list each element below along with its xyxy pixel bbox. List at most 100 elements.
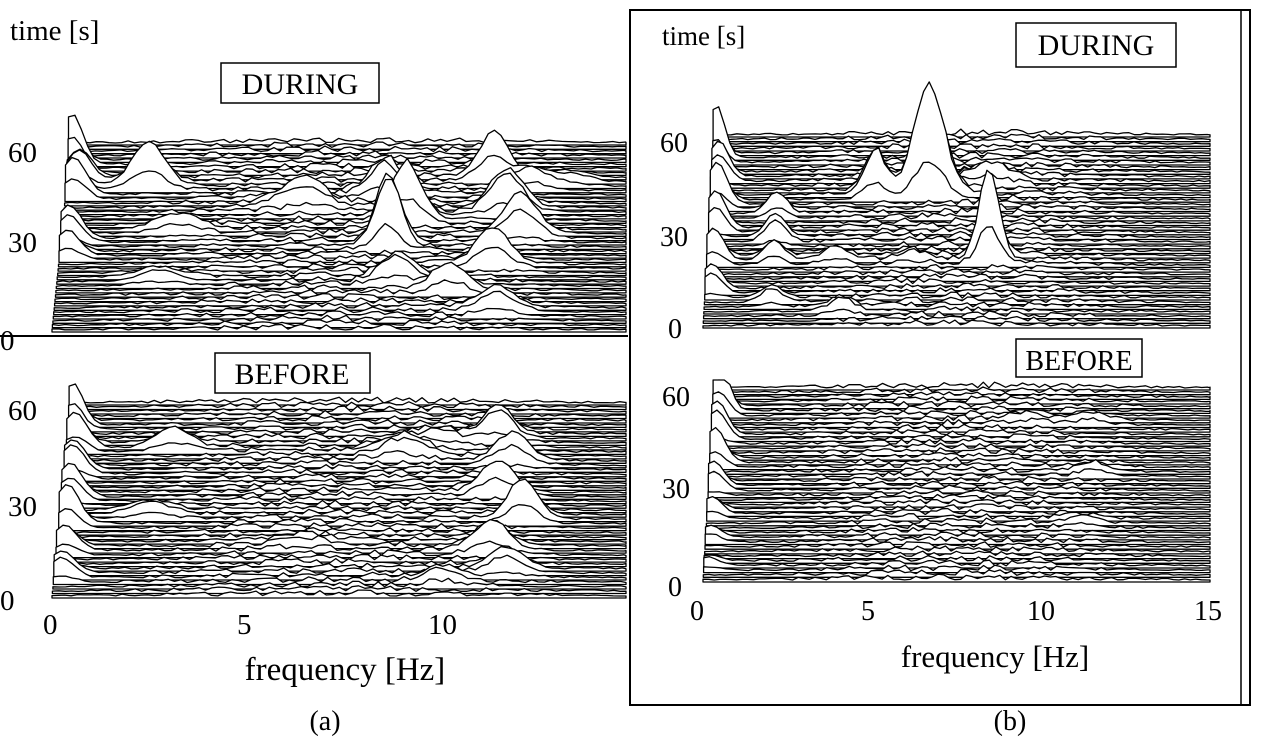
spectrum-trace <box>703 554 1211 564</box>
chart-b-during-ytick-0: 0 <box>668 314 682 345</box>
spectrum-trace <box>712 143 1211 152</box>
spectrum-trace <box>704 533 1211 546</box>
spectrum-trace <box>702 568 1211 578</box>
chart-a-before-ytick-30: 30 <box>8 491 37 523</box>
spectrum-trace <box>58 508 627 532</box>
spectrum-trace <box>60 204 627 242</box>
spectrum-trace <box>706 498 1211 508</box>
spectrum-trace <box>708 207 1211 227</box>
spectrum-trace <box>712 379 1211 415</box>
chart-b-xtick-10: 10 <box>1027 596 1055 627</box>
chart-a: time [s] DURING 60 30 0 BEFORE 60 30 0 0… <box>0 15 628 737</box>
spectrum-trace <box>63 172 627 216</box>
chart-b-during-label: DURING <box>1038 29 1155 62</box>
spectrum-trace <box>65 154 627 194</box>
spectrum-trace <box>710 436 1211 447</box>
spectrum-trace <box>706 495 1211 518</box>
chart-b-during-ytick-60: 60 <box>660 128 688 159</box>
spectrum-trace <box>709 191 1211 217</box>
chart-b-before-waterfall <box>702 379 1211 583</box>
spectrum-trace <box>70 401 627 411</box>
chart-b-during-label-box <box>1015 22 1177 68</box>
spectrum-trace <box>713 386 1211 396</box>
chart-a-during-ytick-60: 60 <box>8 137 37 169</box>
spectrum-trace <box>704 545 1211 555</box>
chart-a-before-ytick-60: 60 <box>8 395 37 427</box>
spectrum-trace <box>58 478 627 523</box>
spectrum-trace <box>704 274 1211 287</box>
spectrum-trace <box>705 521 1211 532</box>
chart-a-during-ytick-30: 30 <box>8 227 37 259</box>
chart-b-ylabel: time [s] <box>662 21 745 51</box>
spectrum-trace <box>709 436 1211 461</box>
spectrum-trace <box>711 417 1211 433</box>
chart-a-before-ytick-0: 0 <box>0 585 15 617</box>
spectrum-trace <box>56 250 627 281</box>
spectrum-trace <box>52 566 627 586</box>
chart-a-during-panel: DURING 60 30 0 <box>0 62 627 357</box>
chart-a-xtick-0: 0 <box>43 609 58 641</box>
spectrum-trace <box>62 172 627 220</box>
chart-b-xtick-15: 15 <box>1194 596 1222 627</box>
spectrum-trace <box>707 489 1211 499</box>
chart-b-xtick-0: 0 <box>690 596 704 627</box>
chart-b-before-ytick-60: 60 <box>662 382 690 413</box>
spectrum-trace <box>702 564 1211 574</box>
spectrum-trace <box>711 400 1211 438</box>
spectrum-trace <box>707 493 1211 504</box>
spectrum-trace <box>70 396 627 406</box>
spectrum-trace <box>68 401 627 424</box>
spectrum-trace <box>53 556 627 581</box>
spectrum-trace <box>706 496 1211 513</box>
chart-b-before-label-box <box>1015 338 1143 378</box>
spectrum-trace <box>55 540 627 559</box>
chart-b-before-label: BEFORE <box>1025 346 1132 377</box>
chart-a-before-label-box <box>214 352 371 394</box>
spectrum-trace <box>705 273 1211 283</box>
spectrum-trace <box>713 128 1211 138</box>
spectrum-trace <box>710 409 1211 443</box>
spectrum-trace <box>708 471 1211 485</box>
chart-a-during-waterfall <box>51 114 627 333</box>
spectrum-trace <box>703 550 1211 560</box>
chart-b-xtick-5: 5 <box>861 596 875 627</box>
chart-a-during-ytick-0: 0 <box>0 325 15 357</box>
spectrum-trace <box>68 383 627 429</box>
spectrum-trace <box>707 219 1211 245</box>
spectrum-trace <box>53 290 627 316</box>
spectrum-trace <box>58 484 627 527</box>
spectrum-trace <box>63 439 627 473</box>
spectrum-trace <box>59 178 627 251</box>
chart-a-before-panel: BEFORE 60 30 0 <box>0 352 627 617</box>
chart-a-xtick-10: 10 <box>428 609 457 641</box>
chart-b: time [s] DURING 60 30 0 BEFORE 60 30 0 0… <box>660 21 1222 737</box>
spectrum-trace <box>52 314 627 324</box>
spectrum-trace <box>52 307 627 320</box>
chart-a-during-label: DURING <box>242 68 359 101</box>
chart-b-during-panel: DURING 60 30 0 <box>660 22 1211 345</box>
spectrum-trace <box>710 81 1211 199</box>
spectrum-trace <box>61 462 627 500</box>
spectrum-trace <box>713 395 1211 405</box>
spectrum-trace <box>53 550 627 577</box>
chart-b-during-waterfall <box>702 81 1211 329</box>
chart-b-frame <box>629 9 1251 706</box>
spectrum-trace <box>703 296 1211 315</box>
spectrum-trace <box>713 391 1211 401</box>
spectrum-trace <box>705 263 1211 273</box>
spectrum-trace <box>705 226 1211 269</box>
spectrum-trace <box>64 430 627 464</box>
chart-a-caption: (a) <box>309 706 340 737</box>
spectrum-trace <box>65 429 627 456</box>
spectrum-trace <box>704 284 1211 301</box>
chart-a-xlabel: frequency [Hz] <box>245 652 446 688</box>
spectrum-trace <box>702 315 1211 324</box>
spectrum-trace <box>56 253 627 285</box>
spectrum-trace <box>704 263 1211 292</box>
chart-a-before-label: BEFORE <box>234 358 349 391</box>
spectrum-trace <box>703 556 1211 569</box>
chart-b-before-panel: BEFORE 60 30 0 <box>662 338 1211 603</box>
spectrum-trace <box>712 139 1211 166</box>
chart-b-xlabel: frequency [Hz] <box>901 639 1089 674</box>
spectrum-trace <box>705 268 1211 278</box>
